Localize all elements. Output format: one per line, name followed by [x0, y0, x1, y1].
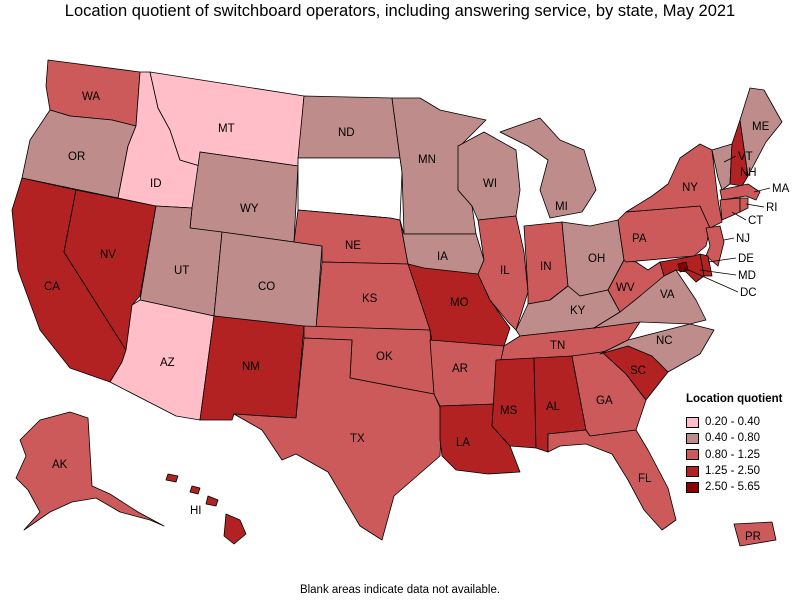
label-de: DE [738, 253, 754, 265]
label-id: ID [150, 178, 162, 190]
state-ct[interactable] [719, 197, 741, 221]
state-nh[interactable] [729, 119, 749, 187]
state-il[interactable] [477, 215, 529, 331]
label-ca: CA [44, 281, 60, 293]
label-nh: NH [740, 167, 757, 179]
label-me: ME [752, 121, 770, 133]
label-mo: MO [450, 297, 469, 309]
label-al: AL [546, 401, 561, 413]
label-ar: AR [452, 363, 468, 375]
legend-item: 0.40 - 0.80 [686, 430, 796, 446]
label-ny: NY [682, 182, 698, 194]
label-va: VA [660, 289, 675, 301]
legend-swatch [686, 432, 699, 444]
label-mt: MT [218, 123, 235, 135]
label-ks: KS [362, 293, 378, 305]
legend-swatch [686, 465, 699, 477]
label-wa: WA [82, 91, 100, 103]
label-pr: PR [745, 531, 761, 543]
state-wy[interactable] [189, 151, 299, 243]
label-hi: HI [190, 505, 202, 517]
label-tn: TN [550, 340, 565, 352]
state-tx[interactable] [233, 337, 443, 541]
label-nv: NV [100, 249, 116, 261]
label-il: IL [500, 265, 510, 277]
label-mi: MI [555, 201, 568, 213]
leader-lines [683, 155, 771, 293]
label-nm: NM [242, 361, 260, 373]
label-or: OR [68, 151, 85, 163]
legend-swatch [686, 416, 699, 428]
label-dc: DC [740, 287, 757, 299]
label-vt: VT [738, 151, 753, 163]
label-md: MD [738, 270, 756, 282]
label-ok: OK [376, 351, 393, 363]
footnote: Blank areas indicate data not available. [299, 584, 501, 596]
legend-items: 0.20 - 0.40 0.40 - 0.80 0.80 - 1.25 1.25 - … [686, 414, 796, 495]
state-ak[interactable] [15, 411, 165, 531]
state-ms[interactable] [491, 357, 537, 449]
legend-label: 2.50 - 5.65 [705, 481, 760, 494]
label-az: AZ [160, 357, 175, 369]
state-ri[interactable] [739, 197, 749, 213]
legend: Location quotient 0.20 - 0.40 0.40 - 0.80… [686, 393, 796, 495]
label-co: CO [258, 281, 275, 293]
state-mi[interactable] [499, 117, 597, 219]
map-title: Location quotient of switchboard operato… [64, 2, 736, 20]
state-me[interactable] [739, 87, 783, 177]
label-sc: SC [630, 365, 646, 377]
legend-label: 1.25 - 2.50 [705, 465, 760, 478]
state-labels: WA OR CA NV ID MT WY UT AZ CO NM ND NE K… [44, 91, 790, 543]
label-nj: NJ [736, 233, 750, 245]
state-mo[interactable] [407, 263, 511, 347]
legend-label: 0.40 - 0.80 [705, 432, 760, 445]
label-oh: OH [588, 253, 605, 265]
state-pr[interactable] [733, 521, 777, 547]
label-ut: UT [174, 265, 189, 277]
state-sd[interactable] [297, 157, 403, 221]
label-wv: WV [616, 282, 635, 294]
state-nc[interactable] [599, 323, 715, 373]
state-dc[interactable] [677, 261, 689, 273]
label-ri: RI [766, 202, 778, 214]
label-wi: WI [483, 178, 497, 190]
label-mn: MN [418, 154, 436, 166]
label-pa: PA [632, 233, 647, 245]
label-wy: WY [240, 203, 259, 215]
state-fl[interactable] [547, 429, 677, 531]
legend-item: 2.50 - 5.65 [686, 479, 796, 495]
label-nc: NC [656, 335, 673, 347]
state-co[interactable] [213, 231, 323, 331]
label-ia: IA [437, 251, 448, 263]
label-nd: ND [338, 127, 355, 139]
label-ne: NE [345, 240, 361, 252]
label-la: LA [456, 437, 470, 449]
label-ms: MS [500, 405, 518, 417]
label-ma: MA [772, 183, 790, 195]
legend-item: 0.20 - 0.40 [686, 414, 796, 430]
legend-item: 0.80 - 1.25 [686, 447, 796, 463]
legend-label: 0.20 - 0.40 [705, 416, 760, 429]
label-ky: KY [570, 305, 586, 317]
label-in: IN [540, 261, 552, 273]
label-ga: GA [596, 395, 613, 407]
label-ak: AK [52, 459, 68, 471]
state-vt[interactable] [711, 143, 733, 191]
legend-item: 1.25 - 2.50 [686, 463, 796, 479]
legend-swatch [686, 449, 699, 461]
state-nj[interactable] [705, 225, 725, 267]
state-hi[interactable] [165, 473, 247, 545]
label-ct: CT [748, 215, 763, 227]
legend-label: 0.80 - 1.25 [705, 448, 760, 461]
label-fl: FL [638, 473, 652, 485]
legend-title: Location quotient [686, 393, 783, 405]
label-tx: TX [350, 433, 365, 445]
legend-swatch [686, 481, 699, 493]
